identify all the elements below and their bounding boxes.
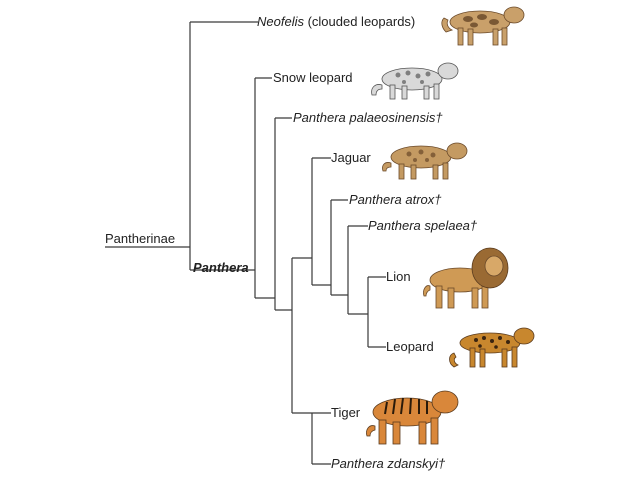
taxon-panthera-palaeosinensis: Panthera palaeosinensis† <box>293 110 443 125</box>
taxon-lion: Lion <box>386 269 411 284</box>
cladogram-branches <box>105 21 386 465</box>
taxon-tiger: Tiger <box>331 405 361 420</box>
taxon-leopard: Leopard <box>386 339 434 354</box>
lion-illustration <box>423 247 509 309</box>
leopard-illustration <box>449 327 535 368</box>
clouded-leopard-illustration <box>441 6 525 46</box>
snow-leopard-illustration <box>371 62 459 100</box>
taxon-neofelis-genus: Neofelis <box>257 14 304 29</box>
taxon-snow-leopard: Snow leopard <box>273 70 353 85</box>
jaguar-illustration <box>382 142 468 180</box>
taxon-neofelis: Neofelis (clouded leopards) <box>257 14 415 30</box>
taxon-panthera-spelaea: Panthera spelaea† <box>368 218 478 233</box>
taxon-neofelis-common: (clouded leopards) <box>303 14 416 29</box>
taxon-panthera-atrox: Panthera atrox† <box>349 192 442 207</box>
tiger-illustration <box>366 390 459 445</box>
taxon-jaguar: Jaguar <box>331 150 371 165</box>
genus-label-panthera: Panthera <box>193 260 249 275</box>
taxon-panthera-zdanskyi: Panthera zdanskyi† <box>331 456 446 471</box>
root-label: Pantherinae <box>105 231 176 246</box>
